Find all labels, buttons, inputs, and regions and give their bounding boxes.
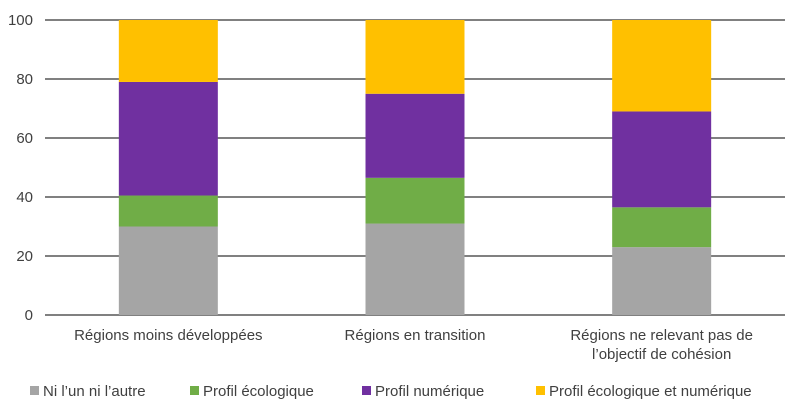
x-category-label: l’objectif de cohésion [592, 346, 731, 363]
legend-label: Profil écologique [203, 383, 314, 400]
legend-swatch [536, 386, 545, 395]
y-tick-label: 100 [8, 12, 33, 29]
y-tick-label: 40 [16, 189, 33, 206]
y-tick-label: 20 [16, 248, 33, 265]
x-category-label: Régions moins développées [74, 327, 262, 344]
legend-swatch [190, 386, 199, 395]
axes: 0 20 40 60 80 100 Régions moins développées Rég… [8, 12, 753, 363]
bar-segment [612, 20, 712, 112]
bar-segment [365, 20, 465, 94]
bar-segment [365, 177, 465, 224]
bar-segment [365, 223, 465, 315]
y-tick-label: 60 [16, 130, 33, 147]
x-category-label: Régions en transition [345, 327, 486, 344]
bar-segment [612, 247, 712, 315]
bar-segment [118, 226, 218, 315]
bar-segment [612, 207, 712, 248]
bar-segment [118, 195, 218, 227]
bar-segment [118, 81, 218, 196]
bar-segment [612, 111, 712, 208]
bar-segment [365, 93, 465, 178]
bars [118, 20, 712, 315]
bar-segment [118, 20, 218, 82]
legend-label: Profil numérique [375, 383, 484, 400]
y-tick-label: 0 [25, 307, 33, 324]
legend: Ni l’un ni l’autre Profil écologique Profi… [30, 383, 752, 400]
legend-label: Profil écologique et numérique [549, 383, 752, 400]
legend-swatch [30, 386, 39, 395]
legend-swatch [362, 386, 371, 395]
legend-label: Ni l’un ni l’autre [43, 383, 146, 400]
x-category-label: Régions ne relevant pas de [570, 327, 753, 344]
y-tick-label: 80 [16, 71, 33, 88]
